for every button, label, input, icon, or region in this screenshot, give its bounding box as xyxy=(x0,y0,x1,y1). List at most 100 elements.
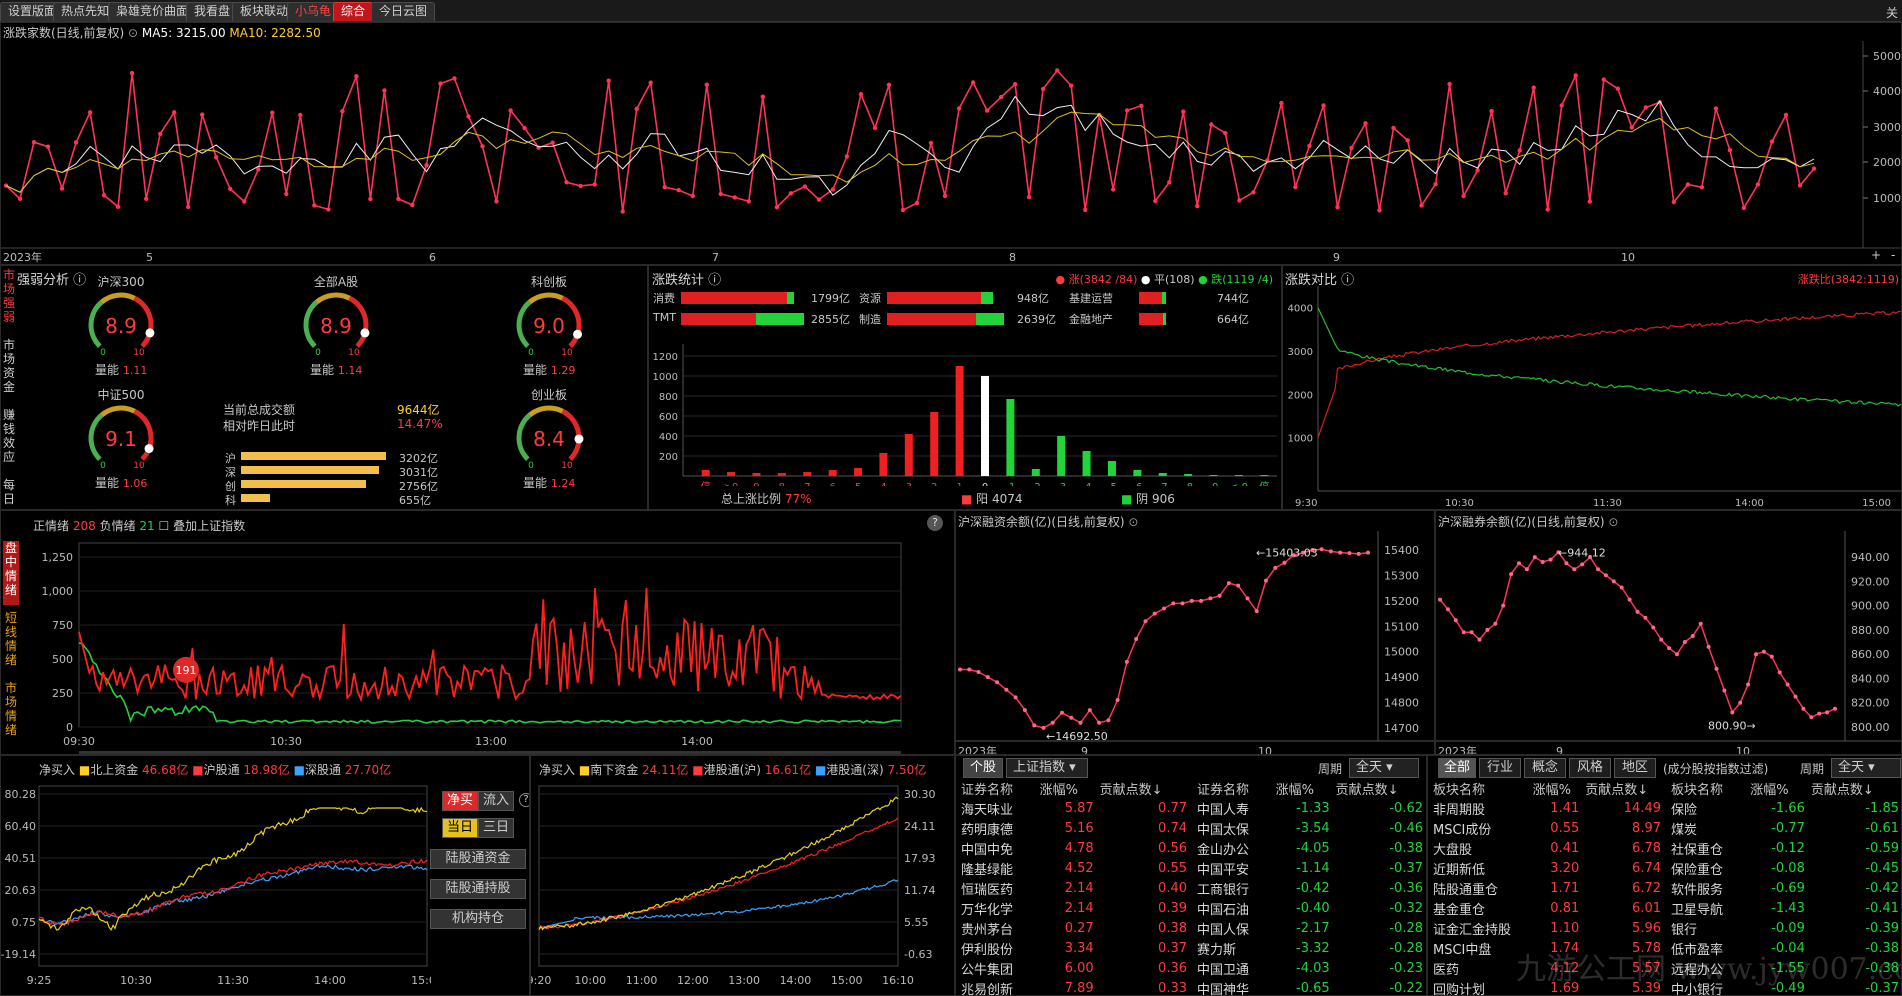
net-buy-button[interactable]: 净买 xyxy=(442,791,478,811)
table-row[interactable]: 贵州茅台 0.27 0.38 xyxy=(958,918,1190,938)
overlay-checkbox[interactable]: ☐ xyxy=(158,519,170,533)
table-row[interactable]: 中国人寿 -1.33 -0.62 xyxy=(1194,798,1426,818)
info-icon[interactable]: ⓘ xyxy=(708,273,722,288)
side-tab-short[interactable]: 短线情绪 xyxy=(4,611,17,667)
settings-icon[interactable]: ⊙ xyxy=(1128,515,1139,529)
side-tab-profit[interactable]: 赚钱效应 xyxy=(2,408,15,464)
table-row[interactable]: 中国人保 -2.17 -0.28 xyxy=(1194,918,1426,938)
table-row[interactable]: 回购计划 1.69 5.39 xyxy=(1430,978,1664,996)
table-row[interactable]: MSCI中盘 1.74 5.78 xyxy=(1430,938,1664,958)
close-button[interactable]: 关 xyxy=(1885,6,1898,20)
x-tick-label: 14:00 xyxy=(681,735,713,748)
table-row[interactable]: 隆基绿能 4.52 0.55 xyxy=(958,858,1190,878)
help-icon[interactable]: ? xyxy=(519,793,529,807)
table-row[interactable]: 兆易创新 7.89 0.33 xyxy=(958,978,1190,996)
table-row[interactable]: 证金汇金持股 1.10 5.96 xyxy=(1430,918,1664,938)
x-tick-label: >9 xyxy=(724,482,739,486)
sector-tab-1[interactable]: 行业 xyxy=(1479,758,1521,778)
side-tab-daily[interactable]: 每日 xyxy=(2,478,15,506)
sector-tab-4[interactable]: 地区 xyxy=(1614,758,1656,778)
index-select[interactable]: 上证指数 ▾ xyxy=(1006,758,1088,778)
column-header[interactable]: 板块名称 xyxy=(1671,782,1724,798)
x-tick-label: -6 xyxy=(1132,482,1142,486)
three-day-button[interactable]: 三日 xyxy=(478,818,514,838)
tab-linkage[interactable]: 板块联动 xyxy=(232,2,297,21)
table-row[interactable]: 金山办公 -4.05 -0.38 xyxy=(1194,838,1426,858)
sector-tab-2[interactable]: 概念 xyxy=(1524,758,1566,778)
side-tab-intraday[interactable]: 盘中情绪 xyxy=(3,541,19,605)
table-row[interactable]: 保险重仓 -0.08 -0.45 xyxy=(1668,858,1901,878)
y-tick-label: 600 xyxy=(659,412,678,423)
column-header[interactable]: 贡献点数↓ xyxy=(1810,782,1874,798)
info-icon[interactable]: ⓘ xyxy=(1341,273,1355,288)
table-row[interactable]: 公牛集团 6.00 0.36 xyxy=(958,958,1190,978)
table-row[interactable]: 恒瑞医药 2.14 0.40 xyxy=(958,878,1190,898)
table-row[interactable]: 陆股通重仓 1.71 6.72 xyxy=(1430,878,1664,898)
table-row[interactable]: 社保重仓 -0.12 -0.59 xyxy=(1668,838,1901,858)
institution-holdings-button[interactable]: 机构持仓 xyxy=(430,909,526,929)
column-header[interactable]: 涨幅% xyxy=(1532,782,1571,798)
period-select[interactable]: 全天 ▾ xyxy=(1831,758,1901,778)
tab-stock[interactable]: 个股 xyxy=(963,758,1003,778)
column-header[interactable]: 贡献点数↓ xyxy=(1335,782,1399,798)
table-row[interactable]: 中国太保 -3.54 -0.46 xyxy=(1194,818,1426,838)
table-row[interactable]: 大盘股 0.41 6.78 xyxy=(1430,838,1664,858)
table-row[interactable]: 伊利股份 3.34 0.37 xyxy=(958,938,1190,958)
margin-point xyxy=(1124,659,1129,664)
table-row[interactable]: 工商银行 -0.42 -0.36 xyxy=(1194,878,1426,898)
tab-hot[interactable]: 热点先知 xyxy=(53,2,118,21)
table-row[interactable]: 中国中免 4.78 0.56 xyxy=(958,838,1190,858)
table-row[interactable]: 中小银行 -0.49 -0.37 xyxy=(1668,978,1901,996)
tab-watch[interactable]: 我看盘 xyxy=(186,2,239,21)
settings-icon[interactable]: ⊙ xyxy=(128,26,139,40)
table-row[interactable]: 非周期股 1.41 14.49 xyxy=(1430,798,1664,818)
column-header[interactable]: 涨幅% xyxy=(1750,782,1789,798)
table-row[interactable]: 赛力斯 -3.32 -0.28 xyxy=(1194,938,1426,958)
period-select[interactable]: 全天 ▾ xyxy=(1349,758,1419,778)
tab-settings[interactable]: 设置版面 xyxy=(0,2,65,21)
table-row[interactable]: MSCI成份 0.55 8.97 xyxy=(1430,818,1664,838)
settings-icon[interactable]: ⊙ xyxy=(1608,515,1619,529)
table-row[interactable]: 医药 4.12 5.57 xyxy=(1430,958,1664,978)
sector-tab-3[interactable]: 风格 xyxy=(1569,758,1611,778)
today-button[interactable]: 当日 xyxy=(442,818,478,838)
column-header[interactable]: 证券名称 xyxy=(1197,782,1250,798)
series-point xyxy=(1517,148,1522,153)
column-header[interactable]: 贡献点数↓ xyxy=(1585,782,1649,798)
table-row[interactable]: 卫星导航 -1.43 -0.41 xyxy=(1668,898,1901,918)
table-row[interactable]: 煤炭 -0.77 -0.61 xyxy=(1668,818,1901,838)
side-tab-strength[interactable]: 市场强弱 xyxy=(2,268,15,324)
short-point xyxy=(1809,715,1814,720)
table-row[interactable]: 药明康德 5.16 0.74 xyxy=(958,818,1190,838)
tab-turtle[interactable]: 小乌龟 xyxy=(287,2,340,21)
table-row[interactable]: 软件服务 -0.69 -0.42 xyxy=(1668,878,1901,898)
tab-cloud[interactable]: 今日云图 xyxy=(371,2,436,21)
inflow-button[interactable]: 流入 xyxy=(478,791,514,811)
table-row[interactable]: 近期新低 3.20 6.74 xyxy=(1430,858,1664,878)
table-row[interactable]: 万华化学 2.14 0.39 xyxy=(958,898,1190,918)
table-row[interactable]: 银行 -0.09 -0.39 xyxy=(1668,918,1901,938)
table-row[interactable]: 中国石油 -0.40 -0.32 xyxy=(1194,898,1426,918)
column-header[interactable]: 贡献点数↓ xyxy=(1099,782,1163,798)
table-row[interactable]: 中国神华 -0.65 -0.22 xyxy=(1194,978,1426,996)
column-header[interactable]: 涨幅% xyxy=(1039,782,1078,798)
column-header[interactable]: 证券名称 xyxy=(961,782,1014,798)
help-icon[interactable]: ? xyxy=(927,515,943,531)
column-header[interactable]: 板块名称 xyxy=(1433,782,1486,798)
info-icon[interactable]: ⓘ xyxy=(73,273,87,288)
side-tab-market[interactable]: 市场情绪 xyxy=(4,681,17,737)
table-row[interactable]: 远程办公 -1.55 -0.38 xyxy=(1668,958,1901,978)
table-row[interactable]: 保险 -1.66 -1.85 xyxy=(1668,798,1901,818)
table-row[interactable]: 低市盈率 -0.04 -0.38 xyxy=(1668,938,1901,958)
table-row[interactable]: 中国平安 -1.14 -0.37 xyxy=(1194,858,1426,878)
table-row[interactable]: 海天味业 5.87 0.77 xyxy=(958,798,1190,818)
sector-tab-0[interactable]: 全部 xyxy=(1438,758,1476,778)
tab-auction[interactable]: 枭雄竞价曲面 xyxy=(108,2,197,21)
table-row[interactable]: 基金重仓 0.81 6.01 xyxy=(1430,898,1664,918)
hk-connect-holdings-button[interactable]: 陆股通持股 xyxy=(430,879,526,899)
table-row[interactable]: 中国卫通 -4.03 -0.23 xyxy=(1194,958,1426,978)
column-header[interactable]: 涨幅% xyxy=(1275,782,1314,798)
side-tab-funds[interactable]: 市场资金 xyxy=(2,338,15,394)
hk-connect-funds-button[interactable]: 陆股通资金 xyxy=(430,849,526,869)
tab-composite[interactable]: 综合 xyxy=(333,2,374,21)
